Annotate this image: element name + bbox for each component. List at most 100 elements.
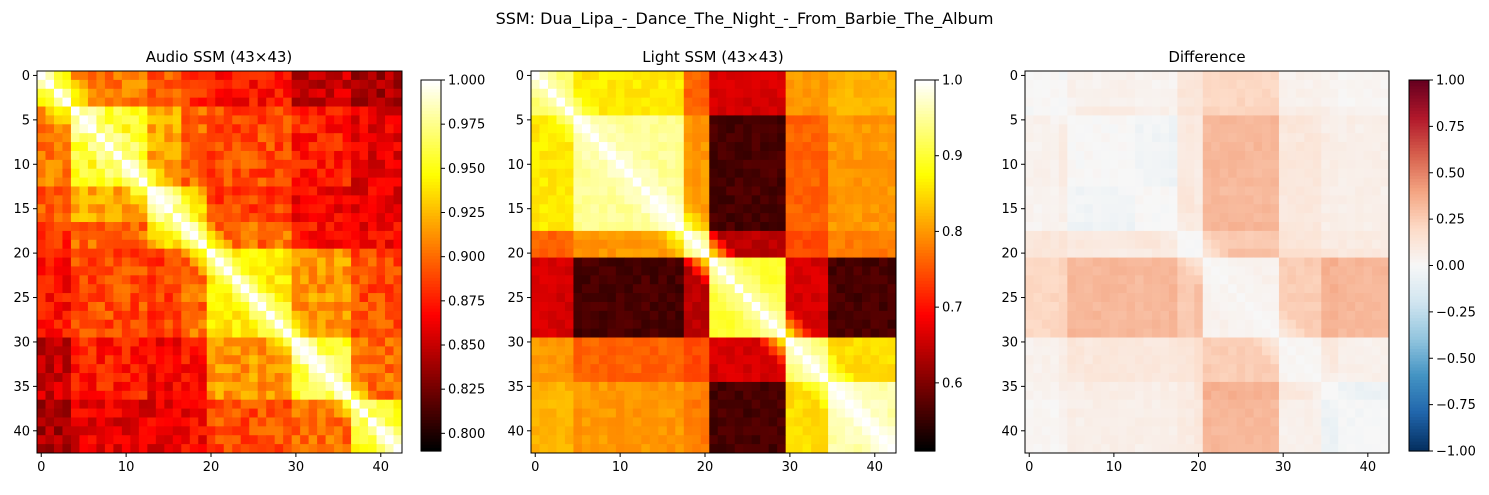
heatmap-cell (539, 79, 549, 90)
heatmap-cell (317, 337, 327, 347)
heatmap-cell (539, 284, 549, 294)
heatmap-cell (342, 390, 352, 401)
heatmap-cell (573, 390, 583, 401)
heatmap-cell (632, 204, 642, 214)
heatmap-cell (172, 390, 182, 401)
heatmap-cell (359, 381, 369, 392)
heatmap-cell (240, 408, 250, 418)
heatmap-cell (862, 364, 871, 374)
heatmap-cell (266, 204, 276, 214)
heatmap-cell (641, 293, 651, 303)
heatmap-cell (79, 355, 89, 365)
heatmap-cell (113, 301, 123, 312)
heatmap-cell (87, 71, 97, 81)
heatmap-cell (1304, 204, 1314, 214)
heatmap-cell (155, 204, 165, 214)
colorbar-gradient-step (915, 277, 935, 282)
heatmap-cell (172, 444, 182, 454)
heatmap-cell (709, 293, 719, 303)
heatmap-cell (283, 319, 293, 330)
heatmap-cell (1092, 124, 1102, 134)
heatmap-cell (556, 213, 566, 223)
heatmap-cell (760, 88, 770, 99)
heatmap-cell (385, 364, 394, 374)
heatmap-cell (215, 142, 225, 152)
heatmap-cell (1270, 248, 1280, 258)
heatmap-cell (649, 435, 659, 445)
heatmap-cell (385, 186, 394, 196)
heatmap-cell (215, 124, 225, 134)
heatmap-cell (1287, 195, 1297, 205)
heatmap-cell (819, 301, 829, 312)
heatmap-cell (223, 435, 233, 445)
heatmap-cell (283, 106, 293, 116)
heatmap-cell (564, 275, 574, 285)
heatmap-cell (853, 266, 863, 276)
heatmap-cell (1253, 257, 1263, 267)
heatmap-cell (556, 204, 566, 214)
heatmap-cell (87, 364, 97, 374)
heatmap-cell (675, 239, 685, 250)
heatmap-cell (300, 115, 310, 125)
heatmap-cell (130, 195, 140, 205)
heatmap-cell (317, 213, 327, 223)
heatmap-cell (266, 159, 276, 170)
heatmap-cell (862, 222, 871, 232)
colorbar-gradient-step (421, 420, 441, 424)
heatmap-cell (1355, 230, 1365, 241)
colorbar-gradient-step (915, 392, 935, 396)
heatmap-cell (291, 195, 301, 205)
heatmap-cell (266, 346, 276, 356)
heatmap-cell (598, 275, 608, 285)
heatmap-cell (342, 71, 352, 81)
heatmap-cell (198, 355, 208, 365)
heatmap-cell (385, 319, 394, 330)
heatmap-cell (1228, 195, 1238, 205)
heatmap-cell (121, 346, 131, 356)
heatmap-cell (138, 444, 148, 454)
heatmap-cell (53, 364, 63, 374)
colorbar-gradient-step (915, 345, 935, 350)
heatmap-cell (1219, 257, 1229, 267)
heatmap-cell (1329, 222, 1339, 232)
heatmap-cell (700, 444, 710, 454)
heatmap-cell (1338, 186, 1348, 196)
colorbar-gradient-step (915, 169, 935, 174)
heatmap-cell (1380, 230, 1390, 241)
heatmap-cell (581, 222, 591, 232)
heatmap-cell (658, 373, 668, 383)
heatmap-cell (223, 177, 233, 187)
heatmap-cell (223, 399, 233, 409)
heatmap-cell (717, 97, 727, 107)
heatmap-cell (308, 230, 318, 241)
heatmap-cell (870, 399, 880, 409)
heatmap-cell (734, 150, 744, 161)
colorbar-gradient-step (915, 117, 935, 121)
heatmap-cell (556, 408, 566, 418)
heatmap-cell (734, 239, 744, 250)
heatmap-cell (768, 195, 778, 205)
heatmap-cell (325, 337, 335, 347)
heatmap-cell (607, 97, 617, 107)
heatmap-cell (547, 310, 557, 321)
heatmap-cell (573, 328, 583, 338)
heatmap-cell (649, 213, 659, 223)
heatmap-cell (539, 275, 549, 285)
heatmap-cell (751, 213, 761, 223)
heatmap-cell (393, 159, 403, 170)
heatmap-cell (743, 266, 753, 276)
heatmap-cell (870, 222, 880, 232)
heatmap-cell (709, 88, 719, 99)
heatmap-cell (590, 301, 600, 312)
heatmap-cell (709, 399, 719, 409)
heatmap-cell (726, 186, 736, 196)
colorbar-gradient-step (915, 382, 935, 387)
heatmap-cell (726, 71, 736, 81)
heatmap-cell (368, 177, 377, 187)
heatmap-cell (794, 230, 804, 241)
heatmap-cell (130, 248, 140, 258)
heatmap-cell (887, 257, 897, 267)
heatmap-cell (683, 346, 693, 356)
heatmap-cell (819, 71, 829, 81)
heatmap-cell (342, 248, 352, 258)
